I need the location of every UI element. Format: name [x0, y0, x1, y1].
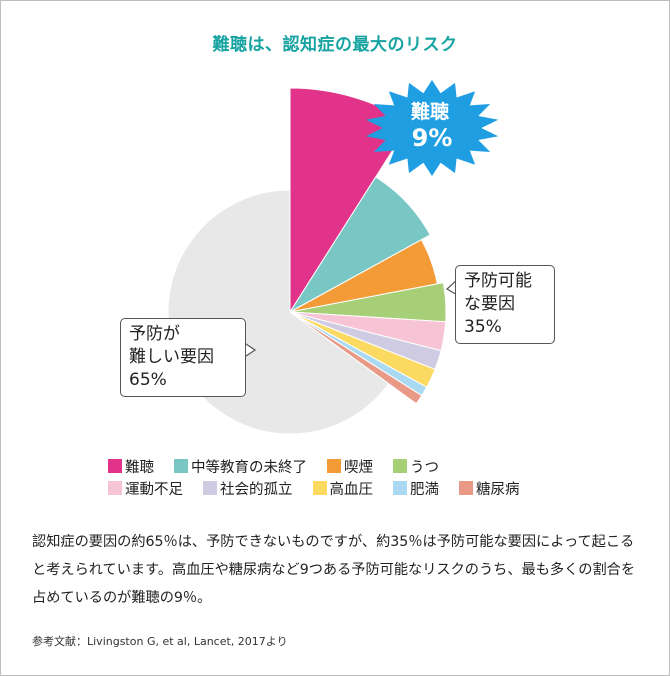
- legend-item: 高血圧: [312, 478, 374, 499]
- legend-label: うつ: [410, 459, 439, 476]
- callout-hard-line1: 予防が: [129, 324, 180, 344]
- legend-row: 運動不足 社会的孤立 高血圧 肥満 糖尿病: [108, 477, 578, 499]
- legend-label: 難聴: [125, 459, 154, 476]
- callout-preventable-line1: 予防可能: [464, 271, 532, 291]
- legend-item: 糖尿病: [459, 478, 520, 499]
- legend-swatch: [174, 459, 188, 473]
- legend-swatch: [393, 459, 407, 473]
- callout-hard-line3: 65%: [129, 370, 167, 390]
- burst-label-name: 難聴: [411, 100, 449, 123]
- chart-title: 難聴は、認知症の最大のリスク: [212, 35, 458, 55]
- legend-item: 喫煙: [327, 456, 373, 477]
- legend-item: 運動不足: [108, 478, 183, 499]
- legend-item: 中等教育の未終了: [174, 456, 307, 477]
- pie-slice-9: [289, 311, 423, 405]
- pie-slice-2: [289, 176, 431, 313]
- callout-hard-line2: 難しい要因: [129, 347, 214, 367]
- callout-hard: 予防が 難しい要因 65%: [120, 318, 246, 397]
- legend-swatch: [108, 481, 122, 495]
- legend-label: 社会的孤立: [220, 481, 293, 498]
- legend-label: 肥満: [410, 481, 439, 498]
- pie-slices: [167, 87, 447, 435]
- legend-item: 難聴: [108, 456, 154, 477]
- legend-label: 中等教育の未終了: [191, 459, 307, 476]
- legend-item: 肥満: [393, 478, 439, 499]
- legend-swatch: [312, 481, 327, 495]
- legend-label: 高血圧: [329, 481, 374, 498]
- legend-swatch: [327, 459, 341, 473]
- callout-preventable-line2: な要因: [464, 294, 515, 314]
- burst-label-value: 9%: [412, 124, 453, 152]
- legend-swatch: [203, 481, 217, 495]
- legend-label: 糖尿病: [476, 481, 520, 498]
- legend-label: 運動不足: [125, 481, 183, 498]
- callout-preventable-line3: 35%: [464, 317, 502, 337]
- legend-label: 喫煙: [344, 459, 373, 476]
- legend: 難聴 中等教育の未終了 喫煙 うつ 運動不足 社会的孤立 高血圧 肥満 糖尿病: [108, 455, 578, 499]
- legend-swatch: [459, 481, 473, 495]
- legend-item: うつ: [393, 456, 439, 477]
- legend-swatch: [108, 459, 122, 473]
- legend-item: 社会的孤立: [203, 478, 293, 499]
- callout-preventable: 予防可能 な要因 35%: [455, 265, 555, 344]
- legend-swatch: [393, 481, 407, 495]
- pie-chart: 難聴 9%: [167, 80, 499, 435]
- burst-badge: 難聴 9%: [365, 80, 499, 176]
- description-text: 認知症の要因の約65％は、予防できないものですが、約35％は予防可能な要因によっ…: [32, 534, 636, 606]
- burst-shape: [365, 80, 499, 176]
- legend-row: 難聴 中等教育の未終了 喫煙 うつ: [108, 455, 578, 477]
- reference-text: 参考文献：Livingston G, et al, Lancet, 2017より: [32, 635, 288, 648]
